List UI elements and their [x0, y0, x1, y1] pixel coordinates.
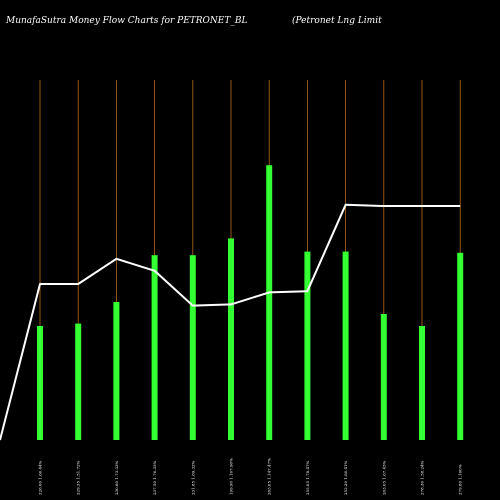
bar: [266, 165, 273, 440]
bar: [113, 302, 120, 440]
tick-label: 229.35 1.51.72%: [76, 460, 81, 495]
x-tick-labels: 226.00 1.66.44% 229.35 1.51.72% 230.60 1.7…: [38, 458, 463, 495]
bar: [75, 323, 82, 440]
bar: [304, 251, 311, 440]
tick-label: 252.20 1.80.41%: [343, 460, 348, 495]
bar: [380, 314, 387, 440]
price-line: [0, 203, 461, 441]
tick-label: 263.05 1.67.45%: [381, 460, 386, 495]
chart-subtitle: (Petronet Lng Limit: [292, 15, 382, 26]
tick-label: 199.90 1.107.90%: [229, 458, 234, 495]
chart-title: MunafaSutra Money Flow Charts for PETRON…: [5, 16, 247, 26]
tick-label: 283.05 1.147.47%: [267, 458, 272, 495]
tick-label: 278.30 1.58.24%: [420, 460, 425, 495]
tick-label: 279.80 1.160%: [458, 464, 463, 495]
bar: [419, 326, 425, 440]
bar: [457, 252, 464, 440]
bar: [37, 326, 43, 440]
tick-label: 230.60 1.73.33%: [114, 460, 119, 495]
bar: [342, 251, 349, 440]
tick-label: 255.85 1.78.47%: [305, 460, 310, 495]
price-line-layer: [0, 203, 461, 441]
bar-series: [37, 165, 464, 440]
bar: [151, 255, 158, 440]
tick-label: 237.50 1.76.35%: [152, 460, 157, 495]
bar: [189, 255, 196, 440]
bar: [228, 238, 234, 440]
tick-label: 231.85 1.69.32%: [190, 460, 195, 495]
tick-label: 226.00 1.66.44%: [38, 460, 43, 495]
